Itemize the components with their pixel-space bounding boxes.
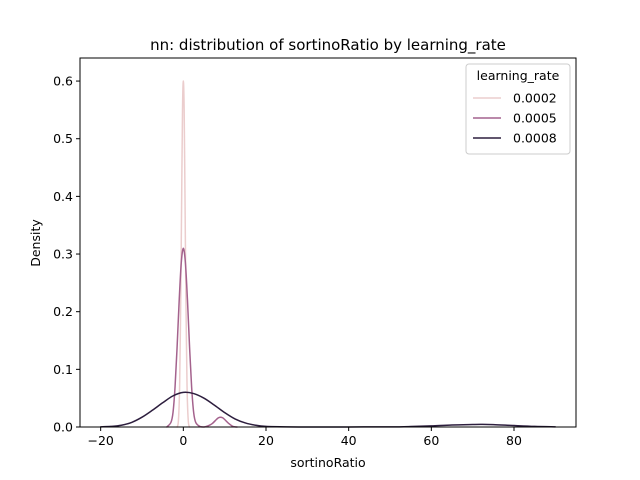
y-tick-label: 0.6 [53,74,73,89]
series-line-1 [176,80,191,428]
y-axis: 0.0 0.1 0.2 0.3 0.4 0.5 0.6 [53,74,80,435]
legend: learning_rate 0.0002 0.0005 0.0008 [465,63,571,155]
x-tick-label: 0 [179,433,187,448]
legend-label-2: 0.0005 [513,111,557,126]
legend-label-1: 0.0002 [513,91,557,106]
legend-label-3: 0.0008 [513,131,557,146]
plot-frame [79,57,577,428]
x-tick-label: 80 [506,433,522,448]
x-tick-label: 40 [341,433,357,448]
x-axis: −20 0 20 40 60 80 [87,427,522,448]
chart-title: nn: distribution of sortinoRatio by lear… [150,36,506,55]
y-tick-label: 0.4 [53,189,73,204]
plot-area [79,57,577,428]
x-tick-label: −20 [87,433,113,448]
x-tick-label: 60 [423,433,439,448]
series-line-2 [166,247,238,428]
y-tick-label: 0.2 [53,304,73,319]
series-line-3 [99,391,557,428]
y-tick-label: 0.3 [53,247,73,262]
x-axis-label: sortinoRatio [290,455,365,470]
legend-title: learning_rate [477,68,560,83]
y-tick-label: 0.5 [53,131,73,146]
y-tick-label: 0.0 [53,420,73,435]
y-tick-label: 0.1 [53,362,73,377]
legend-box [465,63,571,155]
series-layer [99,80,557,428]
x-tick-label: 20 [258,433,274,448]
y-axis-label: Density [28,219,43,267]
